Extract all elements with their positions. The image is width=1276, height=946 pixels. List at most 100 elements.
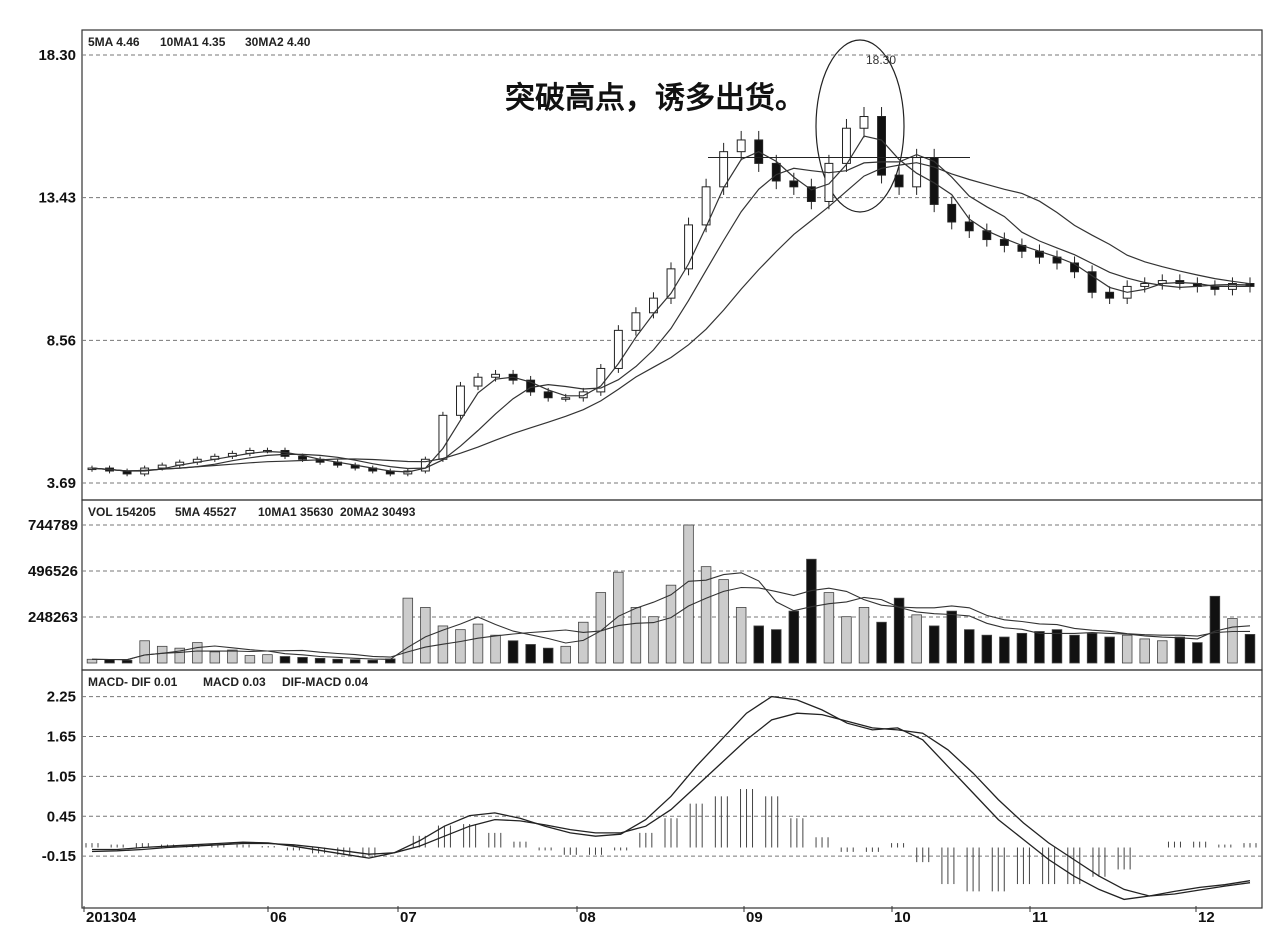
volume-bar bbox=[472, 623, 484, 664]
volume-bar bbox=[683, 524, 694, 664]
candle-body bbox=[1087, 271, 1097, 293]
volume-bar bbox=[174, 647, 185, 664]
vol-ma10-legend: 10MA1 35630 bbox=[258, 505, 334, 519]
dif-macd-legend: DIF-MACD 0.04 bbox=[282, 675, 368, 689]
candle-body bbox=[789, 180, 799, 188]
volume-bar bbox=[314, 657, 326, 664]
volume-tick-label: 496526 bbox=[28, 563, 78, 580]
volume-tick-label: 248263 bbox=[28, 609, 78, 626]
ma10-legend: 10MA1 4.35 bbox=[160, 35, 226, 49]
volume-bar bbox=[1139, 638, 1150, 664]
x-tick-label: 12 bbox=[1198, 909, 1215, 926]
candle-body bbox=[649, 297, 658, 314]
candle-body bbox=[613, 329, 623, 369]
candle-body bbox=[719, 151, 729, 188]
macd-tick-label: 2.25 bbox=[47, 689, 76, 706]
volume-bar bbox=[841, 616, 852, 664]
price-tick-label: 18.30 bbox=[38, 47, 76, 64]
candle-body bbox=[912, 157, 922, 188]
candle-body bbox=[964, 221, 974, 232]
volume-bar bbox=[630, 607, 642, 664]
volume-bar bbox=[367, 659, 378, 664]
candle-body bbox=[894, 174, 904, 188]
candle-body bbox=[1070, 262, 1079, 273]
volume-ma5-line bbox=[91, 572, 1251, 661]
volume-ma10-line bbox=[91, 586, 1251, 661]
vol-legend: VOL 154205 bbox=[88, 505, 156, 519]
volume-bar bbox=[964, 629, 975, 664]
ma30-legend: 30MA2 4.40 bbox=[245, 35, 311, 49]
volume-bar bbox=[1104, 636, 1115, 664]
candle-body bbox=[561, 397, 571, 400]
volume-bar bbox=[86, 658, 98, 664]
candle-body bbox=[438, 414, 448, 460]
volume-bar bbox=[665, 584, 677, 664]
volume-bar bbox=[999, 636, 1010, 664]
volume-bar bbox=[1121, 634, 1133, 664]
volume-bar bbox=[806, 558, 817, 664]
dif-line bbox=[92, 695, 1251, 901]
volume-bar bbox=[244, 655, 256, 664]
volume-bar bbox=[858, 607, 870, 664]
price-tick-label: 3.69 bbox=[47, 475, 76, 492]
ma5-legend: 5MA 4.46 bbox=[88, 35, 140, 49]
volume-bar bbox=[104, 659, 115, 664]
volume-bar bbox=[192, 642, 203, 664]
volume-bar bbox=[893, 597, 905, 664]
macd-tick-label: 1.05 bbox=[47, 768, 76, 785]
volume-bar bbox=[771, 629, 782, 664]
volume-bar bbox=[262, 654, 273, 664]
candle-body bbox=[877, 116, 886, 176]
volume-bar bbox=[402, 597, 414, 664]
annotation-text: 突破高点，诱多出货。 bbox=[505, 81, 805, 116]
ma5-line bbox=[91, 135, 1250, 473]
volume-bar bbox=[1244, 634, 1256, 664]
volume-bar bbox=[297, 657, 308, 664]
candle-body bbox=[859, 116, 869, 129]
volume-bar bbox=[718, 579, 729, 664]
volume-bar bbox=[981, 634, 993, 664]
volume-bar bbox=[490, 634, 501, 664]
candle-body bbox=[1140, 283, 1150, 287]
volume-bar bbox=[700, 566, 712, 664]
candle-body bbox=[806, 186, 816, 202]
volume-bar bbox=[753, 625, 764, 664]
macd-tick-label: 0.45 bbox=[47, 808, 76, 825]
macd-line bbox=[91, 712, 1251, 897]
macd-dif-legend: MACD- DIF 0.01 bbox=[88, 675, 178, 689]
volume-bar bbox=[1069, 634, 1080, 664]
volume-bar bbox=[139, 640, 150, 664]
volume-bar bbox=[279, 656, 291, 664]
candle-body bbox=[631, 312, 641, 331]
candle-body bbox=[578, 391, 588, 399]
candle-body bbox=[771, 162, 781, 182]
ma10-line bbox=[91, 153, 1251, 472]
volume-bar bbox=[560, 645, 571, 664]
candle-body bbox=[947, 203, 957, 223]
candle-body bbox=[420, 458, 430, 472]
volume-bar bbox=[613, 571, 624, 664]
volume-bar bbox=[1034, 631, 1045, 664]
volume-bar bbox=[1016, 632, 1028, 664]
ma30-line bbox=[91, 162, 1251, 472]
candle-body bbox=[456, 385, 465, 416]
candle-body bbox=[999, 239, 1009, 246]
volume-bar bbox=[788, 610, 800, 664]
x-tick-label: 06 bbox=[270, 909, 287, 926]
price-tick-label: 8.56 bbox=[47, 332, 76, 349]
x-tick-label: 11 bbox=[1032, 909, 1048, 926]
candle-body bbox=[736, 139, 746, 153]
volume-bar bbox=[349, 659, 361, 664]
peak-label: 18.30 bbox=[866, 53, 896, 67]
macd-panel bbox=[81, 669, 1263, 909]
volume-tick-label: 744789 bbox=[28, 517, 78, 534]
macd-legend: MACD 0.03 bbox=[203, 675, 266, 689]
volume-bar bbox=[455, 629, 466, 664]
volume-bar bbox=[735, 607, 747, 664]
volume-bar bbox=[332, 658, 343, 664]
volume-bar bbox=[1174, 636, 1186, 664]
candle-body bbox=[842, 127, 851, 164]
candle-body bbox=[684, 224, 693, 270]
volume-bar bbox=[911, 614, 922, 664]
